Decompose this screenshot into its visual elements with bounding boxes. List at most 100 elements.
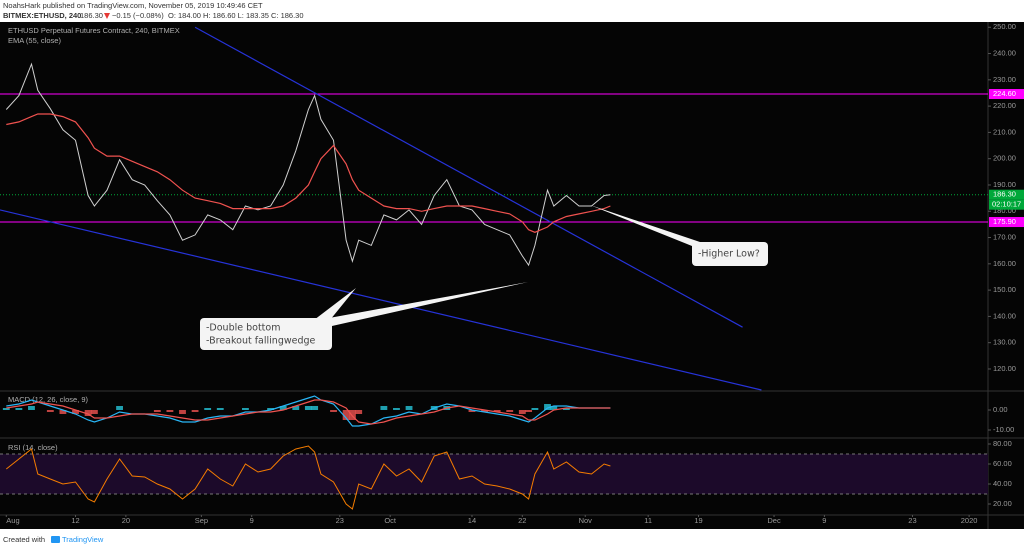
histogram-bar [204,408,212,410]
y-tick-label: -10.00 [993,425,1014,434]
symbol: BITMEX:ETHUSD, 240 [3,11,81,20]
x-tick-label: 9 [250,516,254,525]
y-tick-label: 180.00 [993,206,1016,215]
y-tick-label: 150.00 [993,285,1016,294]
histogram-bar [216,408,224,410]
y-tick-label: 250.00 [993,22,1016,31]
level-label: 224.60 [993,89,1016,98]
header-bg [0,0,1024,22]
histogram-bar [342,410,350,420]
last-price-label-bg [989,189,1024,200]
histogram-bar [550,406,558,410]
y-tick-label: 20.00 [993,499,1012,508]
x-tick-label: Dec [767,516,781,525]
histogram-bar [166,410,174,412]
rsi-line [5,445,611,510]
histogram-bar [493,410,501,412]
y-tick-label: 160.00 [993,259,1016,268]
histogram-bar [481,410,488,412]
footer-text: Created with [3,535,45,544]
histogram-bar [279,406,287,410]
histogram-bar [191,410,199,412]
histogram-bar [179,410,186,414]
histogram-bar [405,406,413,410]
y-tick-label: 230.00 [993,75,1016,84]
ohlc: O: 184.00 H: 186.60 L: 183.35 C: 186.30 [168,11,304,20]
histogram-bar [267,408,275,410]
y-tick-label: 200.00 [993,154,1016,163]
histogram-bar [304,406,312,410]
callout-box [692,242,768,266]
y-tick-label: 120.00 [993,364,1016,373]
histogram-bar [506,410,514,412]
pointer [314,288,356,320]
last-price: 186.30 [80,11,103,20]
level-label-bg [989,89,1024,100]
histogram-bar [531,408,539,410]
histogram-bar [59,410,67,414]
histogram-bar [544,404,551,410]
histogram-bar [393,408,400,410]
trend-line [194,26,743,328]
histogram-bar [242,408,249,410]
chart-title: ETHUSD Perpetual Futures Contract, 240, … [8,26,180,35]
histogram-bar [380,406,388,410]
x-tick-label: 19 [694,516,702,525]
legend-entry: EMA (55, close) [8,36,61,45]
annotation-text: -Breakout fallingwedge [206,336,316,347]
y-tick-label: 140.00 [993,311,1016,320]
x-tick-label: 23 [336,516,344,525]
x-tick-label: 9 [822,516,826,525]
y-tick-label: 240.00 [993,49,1016,58]
y-tick-label: 40.00 [993,479,1012,488]
y-tick-label: 60.00 [993,459,1012,468]
histogram-bar [46,410,54,412]
histogram-bar [518,410,526,414]
histogram-bar [15,408,23,410]
annotation-text: -Higher Low? [698,249,760,260]
last-price-label: 186.30 [993,190,1016,199]
x-tick-label: Nov [579,516,593,525]
x-tick-label: 14 [468,516,476,525]
x-tick-label: 23 [908,516,916,525]
y-tick-label: 130.00 [993,338,1016,347]
footer-bg [0,529,1024,550]
down-arrow [104,13,110,19]
x-tick-label: 2020 [961,516,978,525]
histogram-bar [153,410,161,412]
histogram-bar [468,410,476,412]
pane-title: MACD (12, 26, close, 9) [8,395,89,404]
footer-brand: TradingView [62,535,104,544]
histogram-bar [355,410,363,414]
logo [51,536,60,543]
macd-line [6,395,611,427]
histogram-bar [292,406,300,410]
publisher: NoahsHark published on TradingView.com, … [3,1,263,10]
y-tick-label: 170.00 [993,233,1016,242]
histogram-bar [311,406,319,410]
histogram-bar [348,410,356,420]
histogram-bar [2,408,10,410]
ema-line [6,113,611,233]
histogram-bar [72,410,79,414]
y-tick-label: 0.00 [993,405,1008,414]
plot-layer: 120.00130.00140.00150.00160.00170.00180.… [0,22,1024,525]
x-tick-label: 22 [518,516,526,525]
annotation-text: -Double bottom [206,323,280,334]
callout-box [200,318,332,350]
histogram-bar [28,406,35,410]
countdown: 02:10:17 [992,200,1021,209]
pane-title: RSI (14, close) [8,443,58,452]
level-label: 175.90 [993,217,1016,226]
y-tick-label: 190.00 [993,180,1016,189]
histogram-bar [330,410,337,412]
histogram-bar [562,408,570,410]
pointer [590,205,700,246]
chart-bg [0,22,1024,529]
x-tick-label: 12 [71,516,79,525]
y-tick-label: 220.00 [993,101,1016,110]
x-tick-label: Aug [6,516,19,525]
rsi-band [0,454,988,494]
